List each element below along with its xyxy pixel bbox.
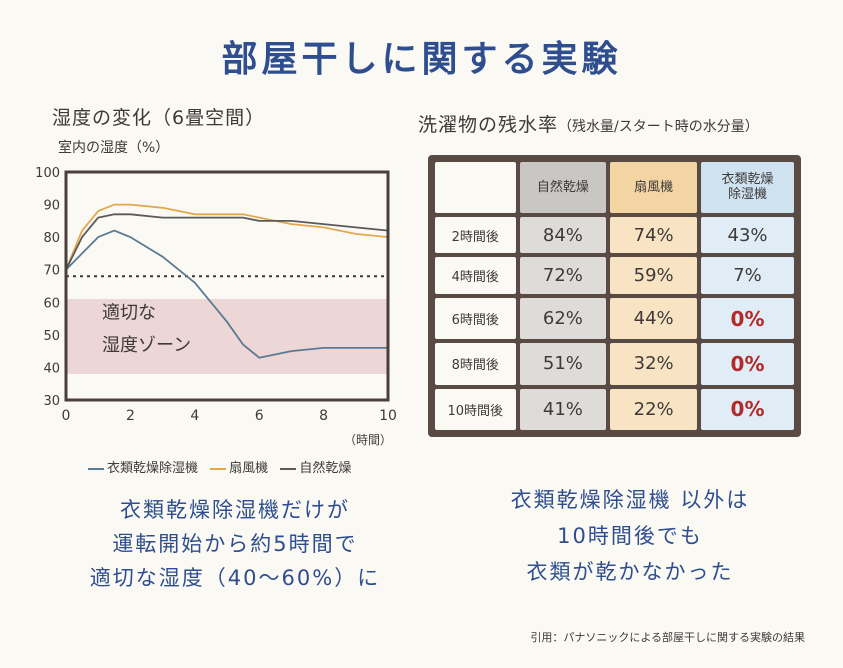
x-tick-label: 4: [190, 408, 199, 424]
table-corner: [435, 162, 516, 213]
y-tick-label: 60: [43, 296, 60, 311]
x-tick-label: 8: [319, 408, 328, 424]
y-tick-label: 70: [43, 264, 60, 279]
series-line-dehumidifier: [65, 229, 388, 359]
table-cell: 44%: [610, 297, 698, 340]
table-row: 4時間後 72% 59% 7%: [435, 257, 794, 294]
chart-legend: 衣類乾燥除湿機 扇風機 自然乾燥: [80, 457, 351, 476]
y-tick-label: 90: [43, 199, 60, 214]
zone-label: 湿度ゾーン: [102, 335, 191, 356]
table-row: 2時間後 84% 74% 43%: [435, 216, 794, 254]
x-tick-label: 10: [379, 408, 397, 424]
table-cell: 72%: [519, 257, 607, 294]
column-header-dehumidifier: 衣類乾燥 除湿機: [701, 162, 794, 213]
series-line-natural: [65, 213, 389, 271]
table-conclusion-line: 衣類が乾かなかった: [526, 560, 734, 584]
table-cell: 84%: [519, 216, 607, 254]
y-tick-label: 40: [43, 361, 60, 376]
x-tick-label: 0: [62, 408, 71, 424]
y-tick-label: 80: [43, 231, 60, 246]
table-conclusion-line: 衣類乾燥除湿機 以外は: [510, 488, 750, 512]
x-tick-label: 2: [126, 408, 135, 424]
column-header-fan: 扇風機: [610, 162, 698, 213]
table-cell: 59%: [610, 257, 698, 294]
y-tick-label: 50: [43, 329, 60, 344]
citation: 引用：パナソニックによる部屋干しに関する実験の結果: [530, 631, 805, 644]
y-tick-label: 30: [43, 394, 60, 409]
chart-conclusion: 衣類乾燥除湿機だけが 運転開始から約5時間で 適切な湿度（40～60%）に: [40, 493, 430, 595]
row-header: 8時間後: [435, 343, 516, 385]
column-header-natural: 自然乾燥: [519, 162, 607, 213]
row-header: 2時間後: [435, 216, 516, 254]
table-cell: 7%: [701, 257, 794, 294]
chart-y-axis-label: 室内の湿度（%）: [58, 140, 170, 156]
main-title: 部屋干しに関する実験: [221, 39, 622, 80]
chart-conclusion-line: 適切な湿度（40～60%）に: [89, 566, 381, 590]
table-cell: 22%: [610, 388, 698, 430]
table-cell: 43%: [701, 216, 794, 254]
table-title-main: 洗濯物の残水率: [418, 114, 559, 136]
plot-frame: [64, 170, 390, 402]
table-cell: 74%: [610, 216, 698, 254]
table-cell: 41%: [519, 388, 607, 430]
table-title-note: （残水量/スタート時の水分量）: [558, 119, 759, 135]
optimal-humidity-zone: [66, 299, 388, 374]
table-cell: 62%: [519, 297, 607, 340]
chart-conclusion-line: 運転開始から約5時間で: [112, 532, 358, 556]
table-title: 洗濯物の残水率（残水量/スタート時の水分量）: [418, 110, 759, 137]
row-header: 10時間後: [435, 388, 516, 430]
table-row: 6時間後 62% 44% 0%: [435, 297, 794, 340]
table-cell: 32%: [610, 343, 698, 385]
x-tick-label: 6: [255, 408, 264, 424]
row-header: 6時間後: [435, 297, 516, 340]
table-conclusion: 衣類乾燥除湿機 以外は 10時間後でも 衣類が乾かなかった: [440, 482, 820, 590]
chart-conclusion-line: 衣類乾燥除湿機だけが: [120, 498, 350, 522]
table-row: 10時間後 41% 22% 0%: [435, 388, 794, 430]
series-line-fan: [65, 203, 389, 271]
table-cell-zero: 0%: [701, 297, 794, 340]
legend-label-natural: 自然乾燥: [299, 461, 352, 476]
zone-label: 適切な: [102, 303, 156, 324]
legend-swatch-dehumidifier: [88, 467, 104, 470]
table-conclusion-line: 10時間後でも: [557, 524, 703, 548]
legend-label-fan: 扇風機: [229, 461, 269, 476]
legend-label-dehumidifier: 衣類乾燥除湿機: [107, 461, 199, 476]
legend-swatch-natural: [280, 467, 297, 470]
y-tick-label: 100: [35, 166, 60, 181]
table-row: 8時間後 51% 32% 0%: [435, 343, 794, 385]
row-header: 4時間後: [435, 257, 516, 294]
x-axis-label: （時間）: [344, 433, 392, 447]
table-cell-zero: 0%: [701, 343, 794, 385]
legend-swatch-fan: [210, 467, 227, 470]
table-cell: 51%: [519, 343, 607, 385]
residual-water-table: 自然乾燥 扇風機 衣類乾燥 除湿機 2時間後 84% 74% 43% 4時間後 …: [428, 155, 801, 437]
table-cell-zero: 0%: [701, 388, 794, 430]
chart-title: 湿度の変化（6畳空間）: [52, 107, 266, 129]
